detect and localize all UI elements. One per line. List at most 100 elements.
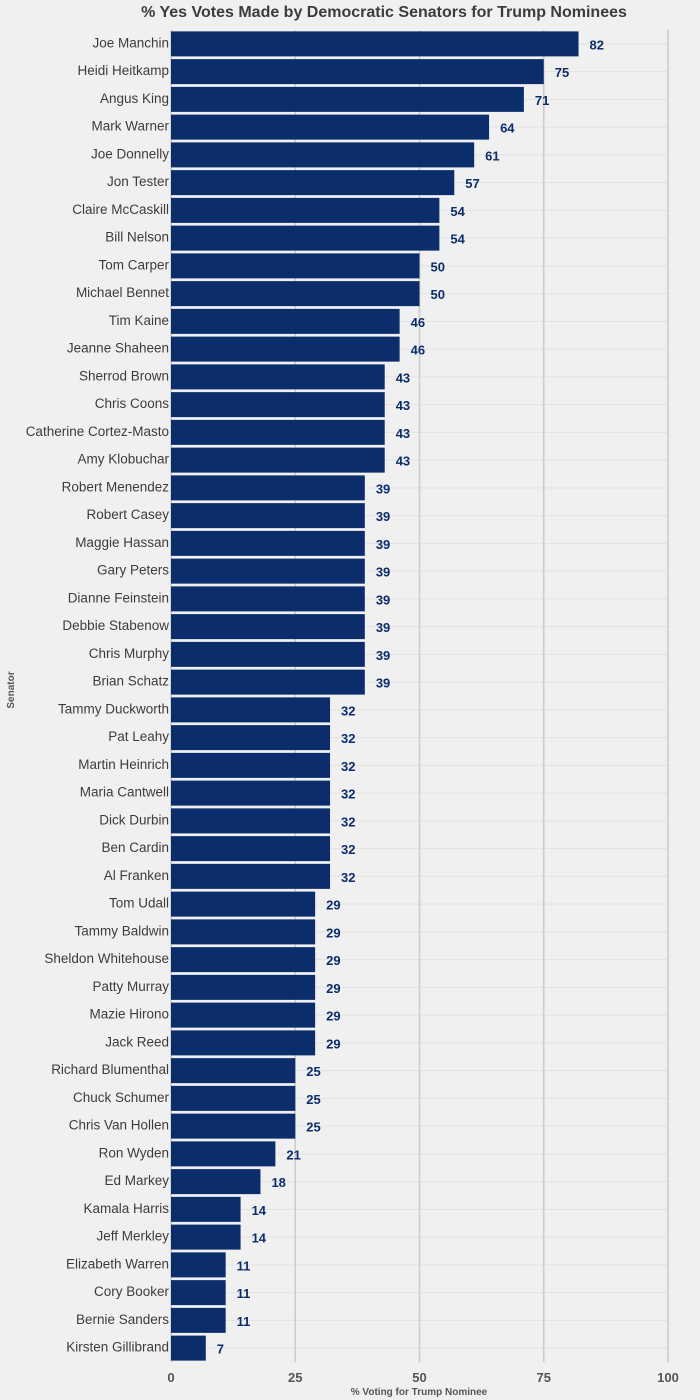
value-label: 11	[237, 1286, 251, 1301]
value-label: 39	[376, 592, 390, 607]
value-label: 75	[555, 65, 569, 80]
value-label: 32	[341, 759, 355, 774]
x-tick-label: 0	[167, 1370, 174, 1385]
category-label: Sheldon Whitehouse	[44, 951, 169, 966]
value-label: 43	[396, 370, 410, 385]
category-label: Al Franken	[104, 868, 169, 883]
bar	[171, 1169, 261, 1195]
category-label: Catherine Cortez-Masto	[26, 424, 169, 439]
bar	[171, 281, 420, 307]
value-label: 57	[465, 176, 479, 191]
x-tick-label: 75	[537, 1370, 551, 1385]
category-label: Martin Heinrich	[78, 757, 169, 772]
category-label: Ed Markey	[104, 1173, 169, 1188]
value-label: 39	[376, 565, 390, 580]
category-label: Robert Menendez	[62, 479, 170, 494]
bar	[171, 836, 331, 862]
value-label: 39	[376, 537, 390, 552]
bar	[171, 614, 365, 640]
value-label: 29	[326, 1036, 340, 1051]
bar	[171, 752, 331, 778]
value-label: 29	[326, 898, 340, 913]
value-label: 71	[535, 93, 549, 108]
bar	[171, 863, 331, 889]
x-tick-label: 100	[657, 1370, 679, 1385]
category-label: Joe Manchin	[92, 35, 169, 50]
value-label: 39	[376, 620, 390, 635]
category-label: Sherrod Brown	[79, 368, 169, 383]
value-label: 39	[376, 481, 390, 496]
category-label: Bill Nelson	[105, 230, 169, 245]
category-labels: Joe Manchin Heidi Heitkamp Angus King Mark …	[26, 35, 170, 1354]
value-label: 29	[326, 925, 340, 940]
value-label: 25	[306, 1092, 320, 1107]
category-label: Cory Booker	[94, 1284, 170, 1299]
bar	[171, 364, 385, 390]
bar	[171, 641, 365, 667]
category-label: Debbie Stabenow	[62, 618, 169, 633]
value-label: 54	[450, 232, 465, 247]
bar	[171, 86, 524, 112]
value-label: 46	[411, 315, 425, 330]
category-label: Joe Donnelly	[91, 146, 169, 161]
category-label: Gary Peters	[97, 563, 169, 578]
value-label: 14	[252, 1231, 267, 1246]
x-tick-label: 25	[288, 1370, 302, 1385]
bar	[171, 1224, 241, 1250]
value-label: 64	[500, 121, 515, 136]
bar	[171, 919, 316, 945]
value-label: 46	[411, 343, 425, 358]
category-label: Robert Casey	[86, 507, 169, 522]
bar	[171, 114, 490, 140]
x-tick-label: 50	[412, 1370, 426, 1385]
bar	[171, 503, 365, 529]
category-label: Tammy Duckworth	[58, 701, 169, 716]
bar	[171, 142, 475, 168]
value-label: 32	[341, 731, 355, 746]
category-label: Heidi Heitkamp	[77, 63, 169, 78]
value-label: 25	[306, 1064, 320, 1079]
category-label: Jack Reed	[105, 1034, 169, 1049]
category-label: Angus King	[100, 91, 169, 106]
value-label: 43	[396, 398, 410, 413]
value-label: 32	[341, 703, 355, 718]
value-label: 54	[450, 204, 465, 219]
bar	[171, 1058, 296, 1084]
category-label: Michael Bennet	[76, 285, 169, 300]
chart-title: % Yes Votes Made by Democratic Senators …	[141, 4, 627, 21]
value-label: 18	[271, 1175, 285, 1190]
bar	[171, 697, 331, 723]
category-label: Claire McCaskill	[72, 202, 169, 217]
value-label: 61	[485, 148, 499, 163]
bar	[171, 225, 440, 251]
value-label: 32	[341, 870, 355, 885]
x-axis-title: % Voting for Trump Nominee	[351, 1387, 488, 1398]
value-label: 32	[341, 787, 355, 802]
category-label: Bernie Sanders	[76, 1312, 169, 1327]
bar	[171, 1002, 316, 1028]
category-label: Tom Carper	[98, 257, 169, 272]
category-label: Dianne Feinstein	[68, 590, 169, 605]
category-label: Elizabeth Warren	[66, 1256, 169, 1271]
category-label: Maria Cantwell	[80, 785, 169, 800]
value-label: 25	[306, 1120, 320, 1135]
bar	[171, 974, 316, 1000]
value-label: 29	[326, 1009, 340, 1024]
value-label: 29	[326, 981, 340, 996]
value-label: 43	[396, 454, 410, 469]
category-label: Pat Leahy	[108, 729, 169, 744]
value-label: 39	[376, 676, 390, 691]
bar	[171, 586, 365, 612]
category-label: Jeanne Shaheen	[67, 341, 169, 356]
bar	[171, 447, 385, 473]
bar	[171, 891, 316, 917]
value-label: 39	[376, 509, 390, 524]
category-label: Kamala Harris	[83, 1201, 169, 1216]
value-label: 50	[431, 287, 445, 302]
bar	[171, 392, 385, 418]
category-label: Chuck Schumer	[73, 1090, 170, 1105]
category-label: Maggie Hassan	[75, 535, 169, 550]
category-label: Mark Warner	[91, 119, 169, 134]
bar	[171, 669, 365, 695]
value-label: 11	[237, 1314, 251, 1329]
